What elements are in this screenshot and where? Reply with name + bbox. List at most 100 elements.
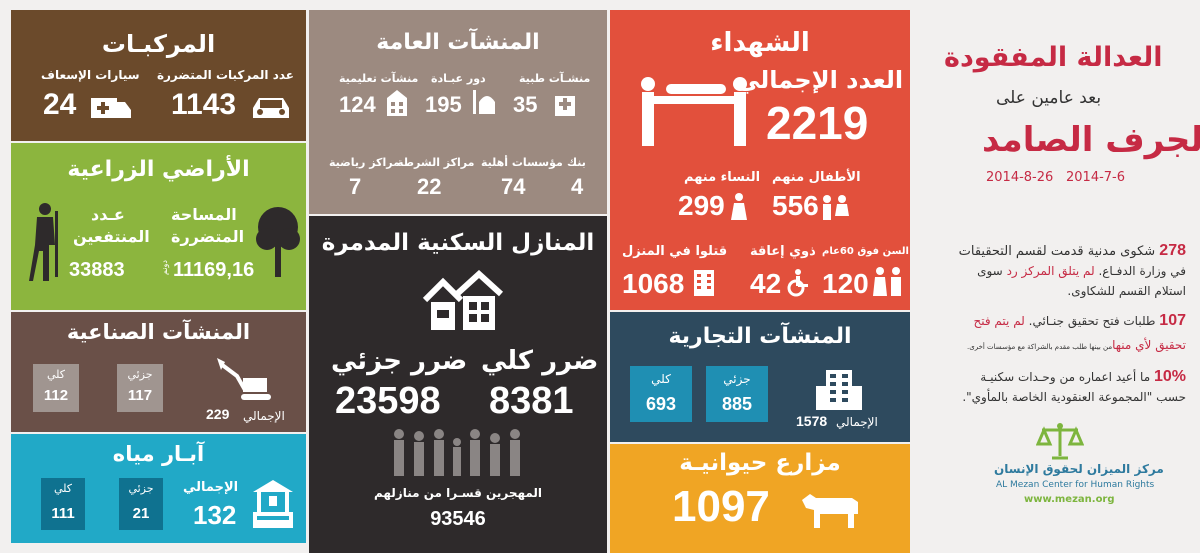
industrial-total-value: 112 (43, 387, 69, 404)
farmer-icon (29, 203, 58, 281)
elderly-label: كبار السن فوق 60عام (822, 246, 910, 257)
medical-value: 35 (513, 92, 538, 117)
ambulance-label: سيارات الإسعاف (41, 68, 140, 82)
martyrs-title: الشهداء (710, 28, 810, 58)
header-title-line2: بعد عامين على (996, 88, 1102, 108)
complaint-1-text-b: في وزارة الدفـاع. (1098, 264, 1186, 278)
complaint-2-small: من بينها طلب مقدم بالشراكة مع مؤسسات أخر… (966, 343, 1113, 351)
public-facilities-title: المنشآت العامة (376, 30, 540, 55)
vehicles-panel: المركبـات عدد المركبات المتضررة سيارات ا… (11, 10, 306, 141)
wells-partial-value: 21 (132, 505, 150, 522)
agriculture-farmers-value: 33883 (69, 259, 125, 281)
wells-total-label: كلي (53, 482, 73, 495)
complaint-3-text-a: ما أعيد اعماره من وحـدات سكنيـة (980, 370, 1151, 384)
complaint-2-highlight: لم يتم فتح (973, 314, 1025, 328)
complaint-3-number: 10% (1153, 368, 1186, 385)
industrial-partial-box: جزئي 117 (117, 364, 163, 412)
ngo-label: مؤسسات أهلية (481, 156, 563, 169)
industrial-sum-label: الإجمالي (243, 409, 285, 423)
industrial-sum-value: 229 (206, 406, 230, 422)
agriculture-area-value: 11169,16 (173, 259, 255, 281)
header-date-start: 2014-7-6 (1066, 170, 1126, 185)
vehicles-title: المركبـات (101, 30, 216, 58)
housing-panel: المنازل السكنية المدمرة ضرر كلي ضرر جزئي… (309, 216, 607, 553)
wells-total-value: 111 (51, 505, 75, 522)
commercial-panel: المنشآت التجارية كلي 693 جزئي 885 1578 ا… (610, 312, 910, 442)
complaint-2-number: 107 (1159, 312, 1186, 329)
elderly-icon (873, 267, 901, 296)
wheelchair-icon (787, 269, 808, 297)
commercial-title: المنشآت التجارية (668, 324, 852, 349)
wells-partial-box: جزئي 21 (119, 478, 163, 530)
tree-icon (256, 207, 300, 277)
vehicles-damaged-label: عدد المركبات المتضررة (156, 68, 294, 82)
agriculture-area-label-1: المساحة (171, 205, 237, 224)
housing-partial-label: ضرر جزئي (331, 346, 468, 376)
children-label: الأطفال منهم (772, 170, 861, 185)
worship-value: 195 (425, 92, 462, 117)
medical-label: منشـآت طبية (519, 72, 591, 85)
commercial-total-value: 693 (645, 394, 677, 414)
ambulance-value: 24 (43, 88, 77, 121)
industrial-total-box: كلي 112 (33, 364, 79, 412)
excavator-icon (217, 358, 271, 400)
school-icon (387, 90, 407, 116)
education-value: 124 (339, 92, 376, 117)
worship-label: دور عبـادة (431, 72, 486, 85)
header-title-line3: الجرف الصامد (982, 120, 1200, 160)
car-icon (253, 98, 289, 118)
commercial-sum-value: 1578 (796, 413, 828, 429)
women-label: النساء منهم (684, 170, 761, 185)
farms-value: 1097 (672, 482, 770, 531)
housing-total-label: ضرر كلي (481, 346, 599, 376)
children-value: 556 (772, 190, 819, 221)
complaint-2-line-a: 107 طلبات فتح تحقيق جنـائي. لم يتم فتح (974, 312, 1186, 330)
header-title-line1: العدالة المفقودة (944, 42, 1163, 73)
industrial-partial-label: جزئي (127, 368, 153, 381)
displaced-people-icon (394, 429, 520, 476)
stretcher-icon (641, 77, 747, 146)
cow-icon (802, 494, 858, 528)
mosque-icon (473, 90, 495, 114)
complaint-1-text-c: سوى (977, 264, 1003, 278)
disabled-label: ذوي إعاقة (750, 244, 816, 259)
police-label: مراكز الشرطة (397, 156, 475, 169)
bank-label: بنك (567, 156, 586, 169)
sports-label: مراكز رياضية (329, 156, 400, 169)
logo-url[interactable]: www.mezan.org (1024, 494, 1115, 505)
well-icon (253, 480, 293, 528)
housing-total-value: 8381 (489, 380, 574, 422)
office-building-icon (816, 370, 862, 410)
sports-value: 7 (349, 174, 362, 199)
housing-partial-value: 23598 (335, 380, 441, 422)
women-value: 299 (678, 190, 725, 221)
houses-icon (422, 270, 504, 330)
complaint-1-number: 278 (1159, 242, 1186, 259)
wells-sum-label: الإجمالي (183, 480, 239, 495)
complaint-1-highlight: لم يتلق المركز رد (1006, 264, 1095, 278)
complaint-3-text-b: حسب "المجموعة العنقودية الخاصة بالمأوي". (962, 390, 1186, 404)
bank-value: 4 (571, 174, 584, 199)
elderly-value: 120 (822, 268, 869, 299)
commercial-total-label: كلي (651, 372, 671, 386)
agriculture-area-label-2: المتضررة (171, 227, 245, 246)
complaint-1-line-b: في وزارة الدفـاع. لم يتلق المركز رد سوى (977, 264, 1186, 278)
displaced-value: 93546 (430, 508, 486, 530)
commercial-partial-label: جزئي (723, 372, 751, 386)
complaint-3-line-a: 10% ما أعيد اعماره من وحـدات سكنيـة (980, 368, 1186, 386)
scales-logo-icon (1036, 423, 1084, 460)
commercial-partial-box: جزئي 885 (706, 366, 768, 422)
public-facilities-panel: المنشآت العامة منشـآت طبية دور عبـادة من… (309, 10, 607, 214)
ambulance-icon (91, 98, 131, 118)
industrial-partial-value: 117 (127, 387, 153, 404)
complaint-1-text-a: شكوى مدنية قدمت لقسم التحقيقات (958, 244, 1156, 259)
wells-partial-label: جزئي (128, 482, 154, 495)
commercial-sum-label: الإجمالي (836, 415, 878, 429)
agriculture-panel: الأراضي الزراعية المساحة المتضررة عـدد ا… (11, 143, 306, 310)
industrial-total-label: كلي (46, 368, 66, 381)
complaint-2-text-a: طلبات فتح تحقيق جنـائي. (1028, 314, 1156, 328)
wells-title: آبـار مياه (112, 442, 205, 466)
industrial-title: المنشآت الصناعية (66, 320, 251, 344)
home-label: قتلوا في المنزل (622, 244, 728, 259)
police-value: 22 (417, 174, 442, 199)
